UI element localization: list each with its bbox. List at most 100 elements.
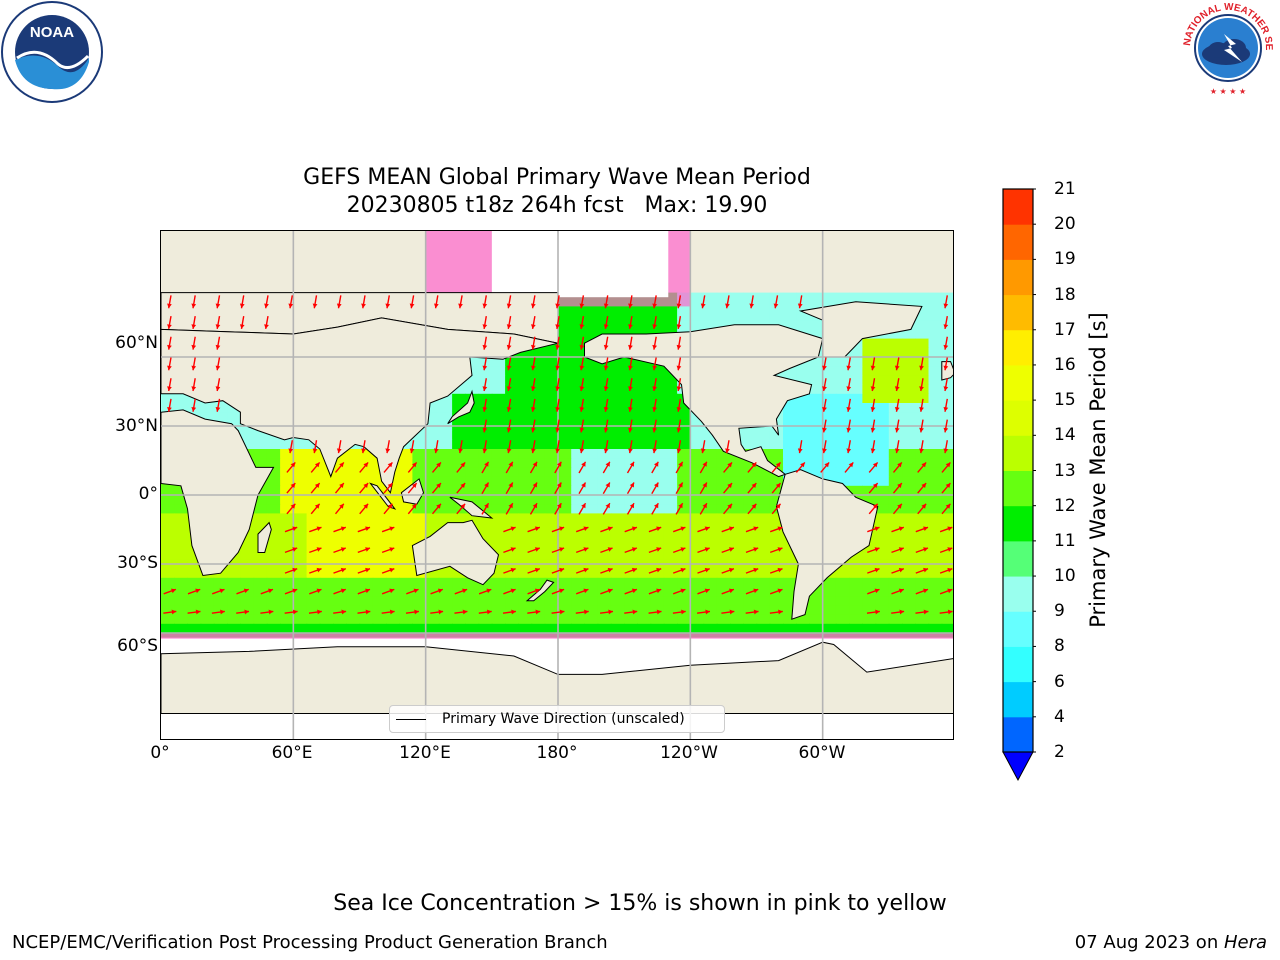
- wave-arrow: [506, 398, 512, 412]
- field-cell: [571, 366, 585, 376]
- field-cell: [333, 467, 347, 478]
- field-cell: [491, 587, 506, 597]
- field-cell: [650, 366, 665, 376]
- field-cell: [174, 614, 188, 625]
- field-cell: [240, 596, 255, 606]
- footer-date: 07 Aug 2023 on Hera: [1075, 932, 1267, 954]
- wave-arrow: [773, 295, 779, 309]
- wave-arrow: [406, 588, 419, 595]
- field-cell: [756, 522, 771, 533]
- field-cell: [518, 430, 533, 441]
- field-cell: [425, 596, 440, 606]
- field-cell: [915, 338, 930, 349]
- field-cell: [862, 449, 877, 459]
- field-cell: [663, 531, 678, 542]
- field-cell: [941, 541, 953, 551]
- field-cell: [610, 623, 625, 634]
- field-cell: [465, 485, 480, 496]
- wave-arrow: [891, 526, 905, 533]
- wave-arrow: [334, 482, 345, 494]
- wave-arrow: [215, 378, 221, 392]
- field-cell: [663, 393, 678, 404]
- field-cell: [809, 403, 824, 413]
- wave-arrow: [163, 588, 177, 595]
- field-cell: [412, 587, 427, 597]
- field-cell: [809, 458, 824, 468]
- wave-arrow: [628, 315, 633, 330]
- field-cell: [412, 605, 427, 616]
- field-cell: [888, 467, 903, 478]
- field-cell: [610, 412, 625, 422]
- field-cell: [835, 476, 850, 487]
- field-cell: [915, 393, 930, 404]
- field-cell: [730, 311, 744, 321]
- field-cell: [597, 605, 612, 616]
- field-cell: [716, 476, 731, 487]
- field-cell: [809, 623, 824, 634]
- field-cell: [425, 412, 440, 422]
- field-cell: [888, 366, 903, 376]
- field-cell: [412, 513, 427, 524]
- field-cell: [716, 292, 731, 303]
- field-cell: [531, 485, 546, 496]
- field-cell: [835, 458, 850, 468]
- field-cell: [465, 495, 480, 505]
- field-cell: [174, 403, 188, 413]
- field-cell: [677, 495, 691, 505]
- field-cell: [293, 587, 308, 597]
- field-cell: [703, 568, 718, 579]
- colorbar-tick-label: 14: [1054, 425, 1076, 446]
- field-cell: [835, 393, 850, 404]
- wave-arrow: [527, 609, 541, 615]
- wave-arrow: [600, 526, 613, 533]
- wave-arrow: [381, 526, 395, 533]
- field-cell: [822, 384, 837, 395]
- field-cell: [266, 522, 281, 533]
- field-cell: [624, 614, 638, 625]
- wave-arrow: [503, 567, 516, 574]
- field-cell: [253, 550, 268, 560]
- wave-arrow: [676, 315, 682, 330]
- field-cell: [928, 430, 943, 441]
- field-cell: [677, 485, 691, 496]
- field-cell: [663, 495, 678, 505]
- wave-arrow: [502, 609, 516, 615]
- field-cell: [372, 614, 387, 625]
- field-cell: [597, 430, 612, 441]
- wave-arrow: [648, 567, 662, 574]
- field-cell: [637, 311, 652, 321]
- field-cell: [941, 412, 953, 422]
- field-cell: [663, 614, 678, 625]
- field-cell: [915, 320, 930, 330]
- field-cell: [346, 449, 361, 459]
- wave-arrow: [551, 567, 565, 574]
- field-cell: [822, 614, 837, 625]
- field-cell: [663, 412, 678, 422]
- wave-arrow: [867, 526, 880, 533]
- field-cell: [280, 596, 294, 606]
- field-cell: [346, 541, 361, 551]
- field-cell: [465, 384, 480, 395]
- field-cell: [227, 577, 241, 588]
- field-cell: [584, 439, 599, 450]
- field-cell: [438, 587, 453, 597]
- wave-arrow: [579, 440, 585, 454]
- field-cell: [624, 449, 638, 459]
- field-cell: [319, 587, 334, 597]
- field-cell: [902, 467, 916, 478]
- field-cell: [915, 430, 930, 441]
- field-cell: [505, 495, 519, 505]
- field-cell: [227, 596, 241, 606]
- field-cell: [531, 403, 546, 413]
- field-cell: [478, 476, 493, 487]
- field-cell: [941, 338, 953, 349]
- field-cell: [399, 476, 413, 487]
- field-cell: [280, 550, 294, 560]
- field-cell: [902, 476, 916, 487]
- wave-arrow: [381, 547, 395, 554]
- field-cell: [650, 403, 665, 413]
- field-cell: [822, 587, 837, 597]
- wave-arrow: [943, 357, 949, 371]
- wave-arrow: [697, 567, 710, 574]
- field-cell: [663, 513, 678, 524]
